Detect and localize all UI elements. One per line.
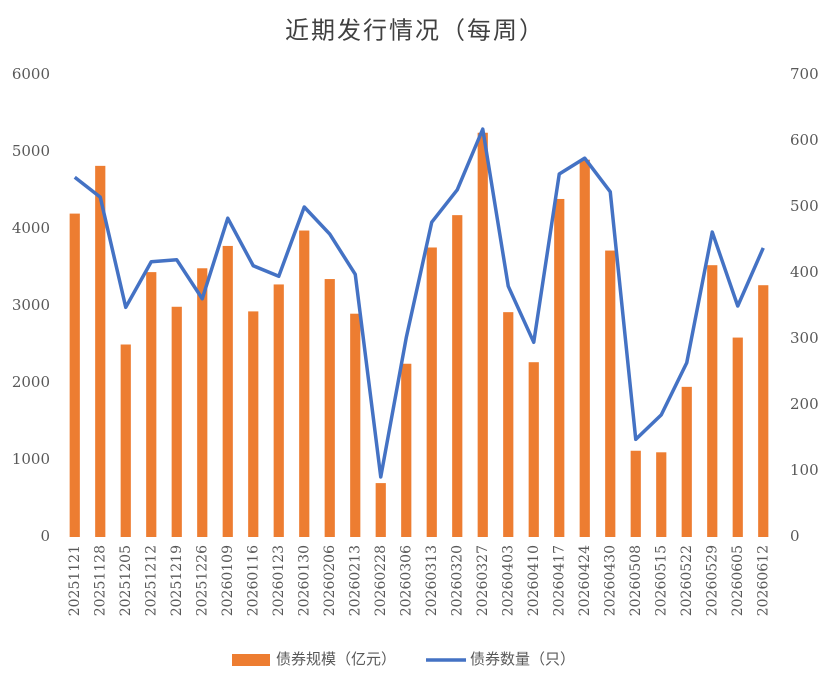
- y-tick-label: 2000: [12, 373, 50, 391]
- y2-tick-label: 500: [790, 197, 819, 215]
- x-tick-label: 20251219: [169, 545, 185, 616]
- x-tick-label: 20251121: [67, 545, 83, 616]
- bar: [554, 198, 565, 537]
- y-tick-label: 6000: [12, 65, 50, 83]
- x-tick-label: 20260206: [322, 545, 338, 616]
- legend-label: 债券规模（亿元）: [276, 650, 396, 668]
- chart-title: 近期发行情况（每周）: [285, 17, 545, 45]
- x-tick-label: 20251212: [143, 545, 159, 616]
- bar: [350, 313, 361, 537]
- bar: [426, 247, 437, 538]
- bar: [171, 306, 182, 537]
- bar: [69, 213, 80, 537]
- x-tick-label: 20260605: [730, 545, 746, 616]
- x-tick-label: 20260403: [500, 545, 516, 616]
- bar: [503, 312, 514, 537]
- y2-tick-label: 200: [790, 395, 819, 413]
- bar: [452, 215, 463, 537]
- y-tick-label: 5000: [12, 142, 50, 160]
- x-tick-label: 20260612: [755, 545, 771, 616]
- x-tick-label: 20260130: [296, 545, 312, 616]
- x-tick-label: 20260123: [271, 545, 287, 616]
- x-tick-label: 20260306: [398, 545, 414, 616]
- x-tick-label: 20260417: [551, 545, 567, 616]
- x-tick-label: 20260410: [526, 545, 542, 616]
- x-tick-label: 20251128: [92, 545, 108, 616]
- line: [73, 127, 765, 479]
- bar: [197, 268, 208, 537]
- x-tick-label: 20260213: [347, 545, 363, 616]
- bar: [681, 386, 692, 537]
- y-tick-label: 1000: [12, 450, 50, 468]
- bar: [299, 230, 310, 538]
- bar: [732, 337, 743, 537]
- bar: [375, 483, 386, 537]
- bar: [120, 344, 131, 537]
- bar: [630, 450, 641, 537]
- bar: [605, 250, 616, 537]
- x-tick-label: 20260508: [628, 545, 644, 616]
- y-tick-label: 0: [40, 527, 50, 545]
- y2-tick-label: 0: [790, 527, 800, 545]
- x-tick-label: 20260424: [577, 545, 593, 616]
- y2-tick-label: 400: [790, 263, 819, 281]
- x-tick-label: 20260529: [704, 545, 720, 616]
- bar: [273, 284, 284, 537]
- bar: [707, 265, 718, 537]
- x-tick-label: 20260313: [424, 545, 440, 616]
- bar: [401, 363, 412, 537]
- y-tick-label: 3000: [12, 296, 50, 314]
- x-tick-label: 20260515: [653, 545, 669, 616]
- bar: [758, 285, 769, 537]
- x-tick-label: 20260522: [679, 545, 695, 616]
- x-tick-label: 20260228: [373, 545, 389, 616]
- legend-label: 债券数量（只）: [470, 650, 575, 668]
- y2-tick-label: 100: [790, 461, 819, 479]
- bar: [222, 245, 233, 537]
- x-tick-label: 20251226: [194, 545, 210, 616]
- y2-tick-label: 300: [790, 329, 819, 347]
- bar: [95, 165, 106, 538]
- legend-swatch: [232, 654, 270, 666]
- bar: [146, 272, 157, 537]
- bar: [656, 452, 667, 537]
- bar: [324, 279, 335, 537]
- x-tick-label: 20260430: [602, 545, 618, 616]
- x-tick-label: 20260116: [245, 545, 261, 616]
- y2-tick-label: 600: [790, 131, 819, 149]
- bar: [579, 159, 590, 537]
- y-tick-label: 4000: [12, 219, 50, 237]
- bar: [477, 132, 488, 537]
- x-tick-label: 20260320: [449, 545, 465, 616]
- bar: [248, 311, 259, 537]
- bar: [528, 362, 539, 537]
- y2-tick-label: 700: [790, 65, 819, 83]
- x-tick-label: 20260109: [220, 545, 236, 616]
- x-tick-label: 20260327: [475, 545, 491, 616]
- x-tick-label: 20251205: [118, 545, 134, 616]
